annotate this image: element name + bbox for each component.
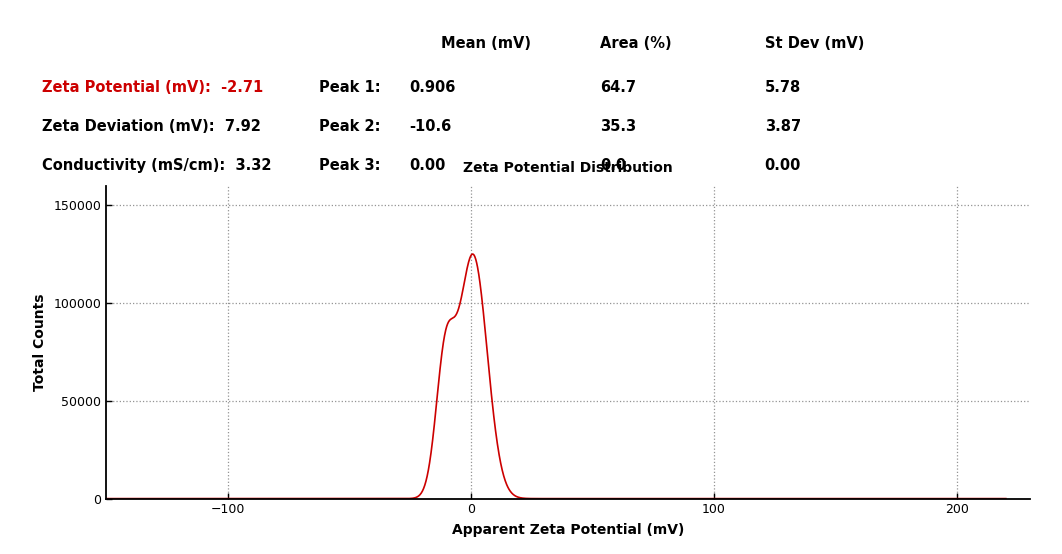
Y-axis label: Total Counts: Total Counts — [33, 294, 47, 391]
Text: Zeta Deviation (mV):  7.92: Zeta Deviation (mV): 7.92 — [42, 119, 261, 134]
Text: 3.87: 3.87 — [765, 119, 801, 134]
Text: 0.00: 0.00 — [765, 158, 801, 173]
Text: Mean (mV): Mean (mV) — [441, 36, 531, 51]
Text: 5.78: 5.78 — [765, 80, 801, 95]
Text: -10.6: -10.6 — [409, 119, 451, 134]
Text: 0.00: 0.00 — [409, 158, 445, 173]
Text: Conductivity (mS/cm):  3.32: Conductivity (mS/cm): 3.32 — [42, 158, 272, 173]
Text: 35.3: 35.3 — [600, 119, 636, 134]
Text: Peak 1:: Peak 1: — [319, 80, 380, 95]
Text: 0.0: 0.0 — [600, 158, 627, 173]
Text: Area (%): Area (%) — [600, 36, 671, 51]
Text: Zeta Potential (mV):  -2.71: Zeta Potential (mV): -2.71 — [42, 80, 263, 95]
Text: Peak 3:: Peak 3: — [319, 158, 380, 173]
Text: 0.906: 0.906 — [409, 80, 456, 95]
X-axis label: Apparent Zeta Potential (mV): Apparent Zeta Potential (mV) — [452, 524, 684, 537]
Text: Zeta Potential Distribution: Zeta Potential Distribution — [463, 161, 673, 175]
Text: Peak 2:: Peak 2: — [319, 119, 380, 134]
Text: 64.7: 64.7 — [600, 80, 636, 95]
Text: St Dev (mV): St Dev (mV) — [765, 36, 864, 51]
